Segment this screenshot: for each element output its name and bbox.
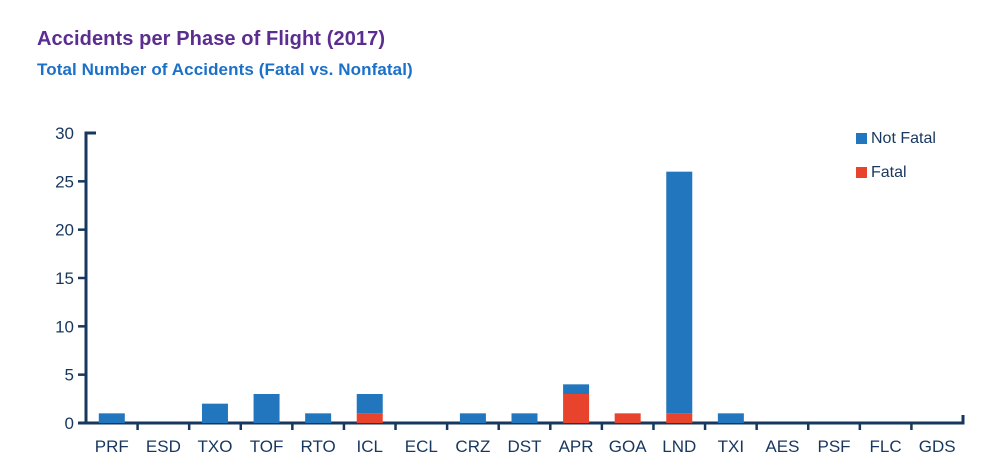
x-tick-label-ECL: ECL	[405, 437, 438, 456]
x-tick-label-LND: LND	[662, 437, 696, 456]
x-tick-label-TXI: TXI	[718, 437, 744, 456]
x-tick-label-ESD: ESD	[146, 437, 181, 456]
bar-segment-APR-fatal	[563, 394, 590, 423]
y-tick-label-5: 5	[65, 366, 74, 385]
chart-subtitle: Total Number of Accidents (Fatal vs. Non…	[37, 60, 413, 79]
legend-swatch-fatal	[856, 167, 867, 178]
y-tick-label-25: 25	[55, 172, 74, 191]
x-tick-label-TXO: TXO	[197, 437, 232, 456]
y-tick-label-30: 30	[55, 124, 74, 143]
bar-segment-ICL-not-fatal	[356, 394, 383, 414]
legend-label-fatal: Fatal	[871, 164, 907, 181]
x-tick-label-APR: APR	[559, 437, 594, 456]
x-tick-label-DST: DST	[508, 437, 542, 456]
legend-swatch-not-fatal	[856, 133, 867, 144]
bar-segment-DST-not-fatal	[511, 413, 538, 423]
x-tick-label-TOF: TOF	[250, 437, 284, 456]
x-tick-label-AES: AES	[765, 437, 799, 456]
bar-segment-CRZ-not-fatal	[459, 413, 486, 423]
bar-segment-LND-fatal	[666, 413, 693, 423]
bar-segment-GOA-fatal	[614, 413, 641, 423]
x-tick-label-RTO: RTO	[301, 437, 336, 456]
x-tick-label-GDS: GDS	[919, 437, 956, 456]
x-tick-label-ICL: ICL	[357, 437, 383, 456]
bar-segment-APR-not-fatal	[563, 384, 590, 394]
axes-lines	[78, 131, 965, 425]
bar-segment-TOF-not-fatal	[253, 394, 280, 423]
x-tick-label-CRZ: CRZ	[455, 437, 490, 456]
bar-segment-TXO-not-fatal	[201, 403, 228, 423]
y-tick-label-10: 10	[55, 317, 74, 336]
x-tick-label-FLC: FLC	[870, 437, 902, 456]
bar-segment-TXI-not-fatal	[717, 413, 744, 423]
y-tick-label-0: 0	[65, 414, 74, 433]
x-tick-label-PRF: PRF	[95, 437, 129, 456]
chart-title: Accidents per Phase of Flight (2017)	[37, 28, 386, 50]
bar-segment-PRF-not-fatal	[98, 413, 125, 423]
y-tick-label-15: 15	[55, 269, 74, 288]
bar-segment-RTO-not-fatal	[305, 413, 332, 423]
legend-label-not-fatal: Not Fatal	[871, 130, 936, 147]
bar-segment-LND-not-fatal	[666, 171, 693, 414]
y-tick-label-20: 20	[55, 221, 74, 240]
x-tick-label-PSF: PSF	[817, 437, 850, 456]
x-tick-label-GOA: GOA	[609, 437, 647, 456]
bar-segment-ICL-fatal	[356, 413, 383, 423]
